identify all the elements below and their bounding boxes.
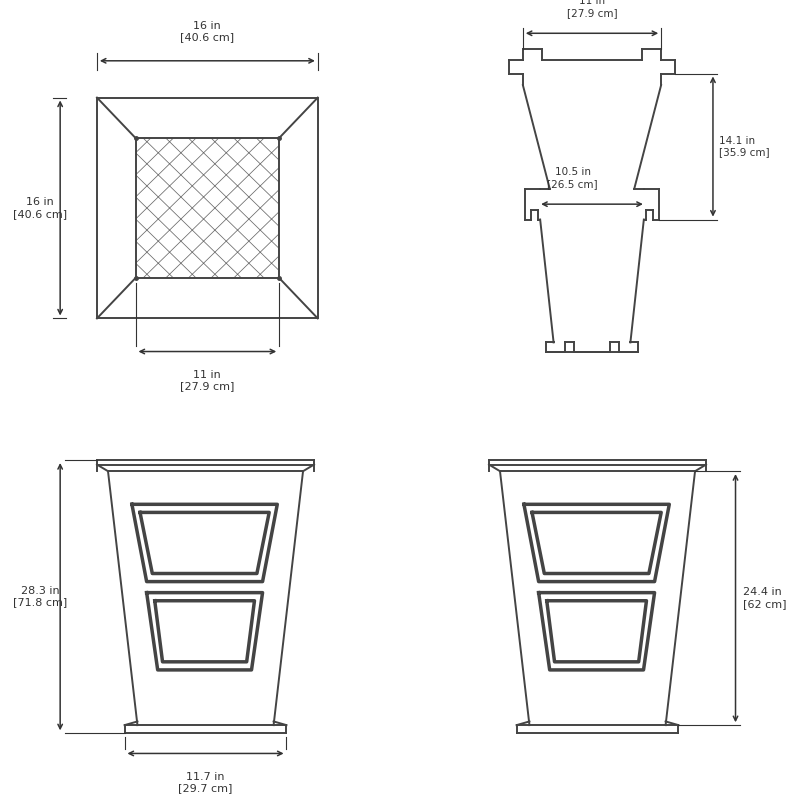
Text: 24.4 in
[62 cm]: 24.4 in [62 cm] (743, 587, 786, 609)
Text: 11.7 in
[29.7 cm]: 11.7 in [29.7 cm] (178, 772, 233, 794)
Text: 11 in
[27.9 cm]: 11 in [27.9 cm] (566, 0, 618, 18)
Text: 11 in
[27.9 cm]: 11 in [27.9 cm] (180, 370, 234, 391)
Text: 14.1 in
[35.9 cm]: 14.1 in [35.9 cm] (718, 136, 770, 158)
Text: 10.5 in
[26.5 cm]: 10.5 in [26.5 cm] (547, 167, 598, 189)
Text: 16 in
[40.6 cm]: 16 in [40.6 cm] (180, 21, 234, 42)
Text: 28.3 in
[71.8 cm]: 28.3 in [71.8 cm] (13, 586, 67, 607)
Bar (136, 138, 279, 278)
Text: 16 in
[40.6 cm]: 16 in [40.6 cm] (13, 198, 67, 218)
